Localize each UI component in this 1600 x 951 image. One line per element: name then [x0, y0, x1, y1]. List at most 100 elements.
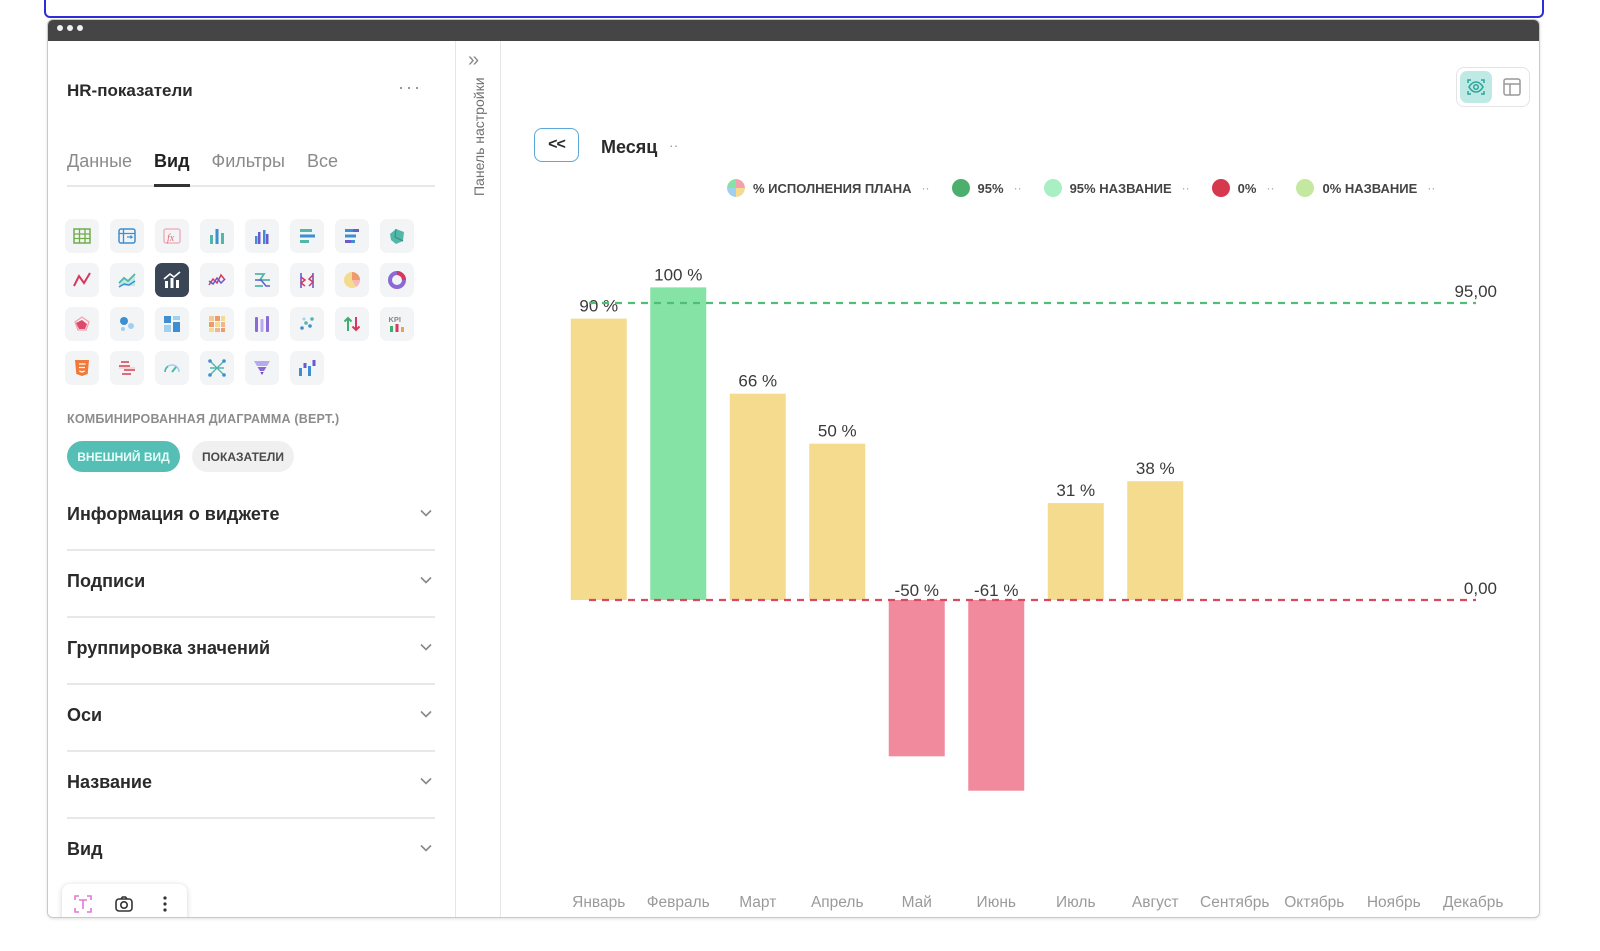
radar-chart-option[interactable] — [65, 307, 99, 341]
widget-editor-window: HR-показатели ··· Данные Вид Фильтры Все… — [47, 19, 1540, 918]
bar-5[interactable] — [888, 600, 945, 757]
section-label: Вид — [67, 839, 103, 859]
tab-data[interactable]: Данные — [67, 151, 133, 171]
chart-type-grid: fx KPI — [65, 219, 414, 385]
kpi-chart-option[interactable]: KPI — [380, 307, 414, 341]
waterfall-chart-option[interactable] — [290, 351, 324, 385]
bar-3[interactable] — [729, 393, 786, 600]
donut-chart-chart-option[interactable] — [380, 263, 414, 297]
bar-2[interactable] — [650, 287, 707, 600]
indicators-pill[interactable]: ПОКАЗАТЕЛИ — [192, 441, 294, 472]
appearance-pill[interactable]: ВНЕШНИЙ ВИД — [67, 441, 180, 472]
legend-options-icon[interactable]: ·· — [921, 181, 930, 195]
map-chart-option[interactable] — [380, 219, 414, 253]
heatmap-chart-option[interactable] — [200, 307, 234, 341]
legend-options-icon[interactable]: ·· — [1013, 181, 1022, 195]
section-axes[interactable]: Оси — [67, 685, 435, 752]
bubble-chart-option[interactable] — [110, 307, 144, 341]
radar-icon — [74, 316, 90, 331]
x-tick-label: Май — [902, 894, 932, 911]
chart-type-label: КОМБИНИРОВАННАЯ ДИАГРАММА (ВЕРТ.) — [67, 412, 340, 426]
tab-view[interactable]: Вид — [154, 147, 190, 187]
tab-all[interactable]: Все — [306, 151, 338, 171]
bar-7[interactable] — [1047, 503, 1104, 600]
table-chart-option[interactable] — [65, 219, 99, 253]
section-value-grouping[interactable]: Группировка значений — [67, 618, 435, 685]
pivot-table-chart-option[interactable] — [110, 219, 144, 253]
legend-item-0-name[interactable]: 0% НАЗВАНИЕ ·· — [1296, 179, 1435, 197]
legend-item-plan[interactable]: % ИСПОЛНЕНИЯ ПЛАНА ·· — [727, 179, 930, 197]
toolbar-more-button[interactable] — [144, 884, 185, 917]
section-captions[interactable]: Подписи — [67, 551, 435, 618]
legend-item-0[interactable]: 0% ·· — [1211, 179, 1275, 197]
data-label: 38 % — [1136, 459, 1175, 478]
text-select-button[interactable] — [62, 884, 103, 917]
x-tick-label: Сентябрь — [1200, 894, 1269, 911]
timeline-chart-option[interactable] — [245, 307, 279, 341]
bar-1[interactable] — [570, 318, 627, 600]
network-chart-option[interactable] — [200, 351, 234, 385]
area-chart-chart-option[interactable] — [110, 263, 144, 297]
screenshot-button[interactable] — [103, 884, 144, 917]
horizontal-bar-chart-option[interactable] — [290, 219, 324, 253]
pie-chart-chart-option[interactable] — [335, 263, 369, 297]
data-label: 90 % — [579, 297, 618, 316]
section-view[interactable]: Вид — [67, 819, 435, 886]
section-label: Группировка значений — [67, 638, 271, 658]
combo-chart-chart-option[interactable] — [155, 263, 189, 297]
bubble-icon — [120, 317, 134, 331]
legend-item-95[interactable]: 95% ·· — [951, 179, 1022, 197]
legend-item-95-name[interactable]: 95% НАЗВАНИЕ ·· — [1043, 179, 1190, 197]
preview-mode-button[interactable] — [1460, 71, 1492, 103]
gauge-chart-option[interactable] — [155, 351, 189, 385]
reference-line-label: 95,00 — [1454, 282, 1497, 301]
legend-label: 95% НАЗВАНИЕ — [1069, 180, 1172, 196]
grouped-bar-chart-option[interactable] — [245, 219, 279, 253]
tab-filters[interactable]: Фильтры — [211, 151, 285, 171]
section-label: Оси — [67, 705, 103, 725]
horizontal-bar-icon — [300, 229, 315, 243]
line-chart-chart-option[interactable] — [65, 263, 99, 297]
multi-line-chart-option[interactable] — [200, 263, 234, 297]
bar-8[interactable] — [1127, 481, 1184, 600]
bar-4[interactable] — [809, 443, 866, 600]
legend-options-icon[interactable]: ·· — [1181, 181, 1190, 195]
kpi-icon: KPI — [389, 315, 404, 332]
data-label: 50 % — [818, 422, 857, 441]
more-options-icon[interactable]: ··· — [398, 77, 422, 97]
combo-chart-icon — [163, 271, 181, 288]
bar-6[interactable] — [968, 600, 1025, 791]
stacked-horizontal-bar-chart-option[interactable] — [335, 219, 369, 253]
delta-chart-option[interactable] — [335, 307, 369, 341]
section-title[interactable]: Название — [67, 752, 435, 819]
period-label[interactable]: Месяц — [601, 137, 658, 157]
legend-options-icon[interactable]: ·· — [1427, 181, 1436, 195]
html-chart-option[interactable] — [65, 351, 99, 385]
settings-panel-label[interactable]: Панель настройки — [471, 77, 487, 196]
scatter-chart-option[interactable] — [290, 307, 324, 341]
waterfall-icon — [299, 360, 316, 376]
gantt-chart-option[interactable] — [110, 351, 144, 385]
line-chart-icon — [73, 272, 91, 287]
period-options-icon[interactable]: ·· — [669, 137, 679, 153]
layout-mode-button[interactable] — [1496, 71, 1528, 103]
horizontal-line-chart-option[interactable] — [245, 263, 279, 297]
funnel-icon — [254, 361, 270, 375]
funnel-chart-option[interactable] — [245, 351, 279, 385]
bar-chart-chart-option[interactable] — [200, 219, 234, 253]
table-icon — [73, 228, 91, 244]
html-icon — [75, 360, 89, 376]
legend-swatch — [1211, 179, 1230, 197]
drill-up-button[interactable]: << — [534, 128, 579, 162]
legend-options-icon[interactable]: ·· — [1266, 181, 1275, 195]
layout-chart-option[interactable] — [155, 307, 189, 341]
x-tick-label: Август — [1132, 894, 1179, 911]
window-menu-dots-icon[interactable] — [57, 25, 83, 31]
x-tick-label: Ноябрь — [1367, 894, 1421, 911]
formula-chart-option[interactable]: fx — [155, 219, 189, 253]
dual-line-chart-option[interactable] — [290, 263, 324, 297]
layout-icon — [164, 316, 180, 332]
section-widget-info[interactable]: Информация о виджете — [67, 484, 435, 551]
expand-panel-icon[interactable]: » — [468, 49, 480, 71]
widget-title: HR-показатели — [67, 81, 193, 100]
